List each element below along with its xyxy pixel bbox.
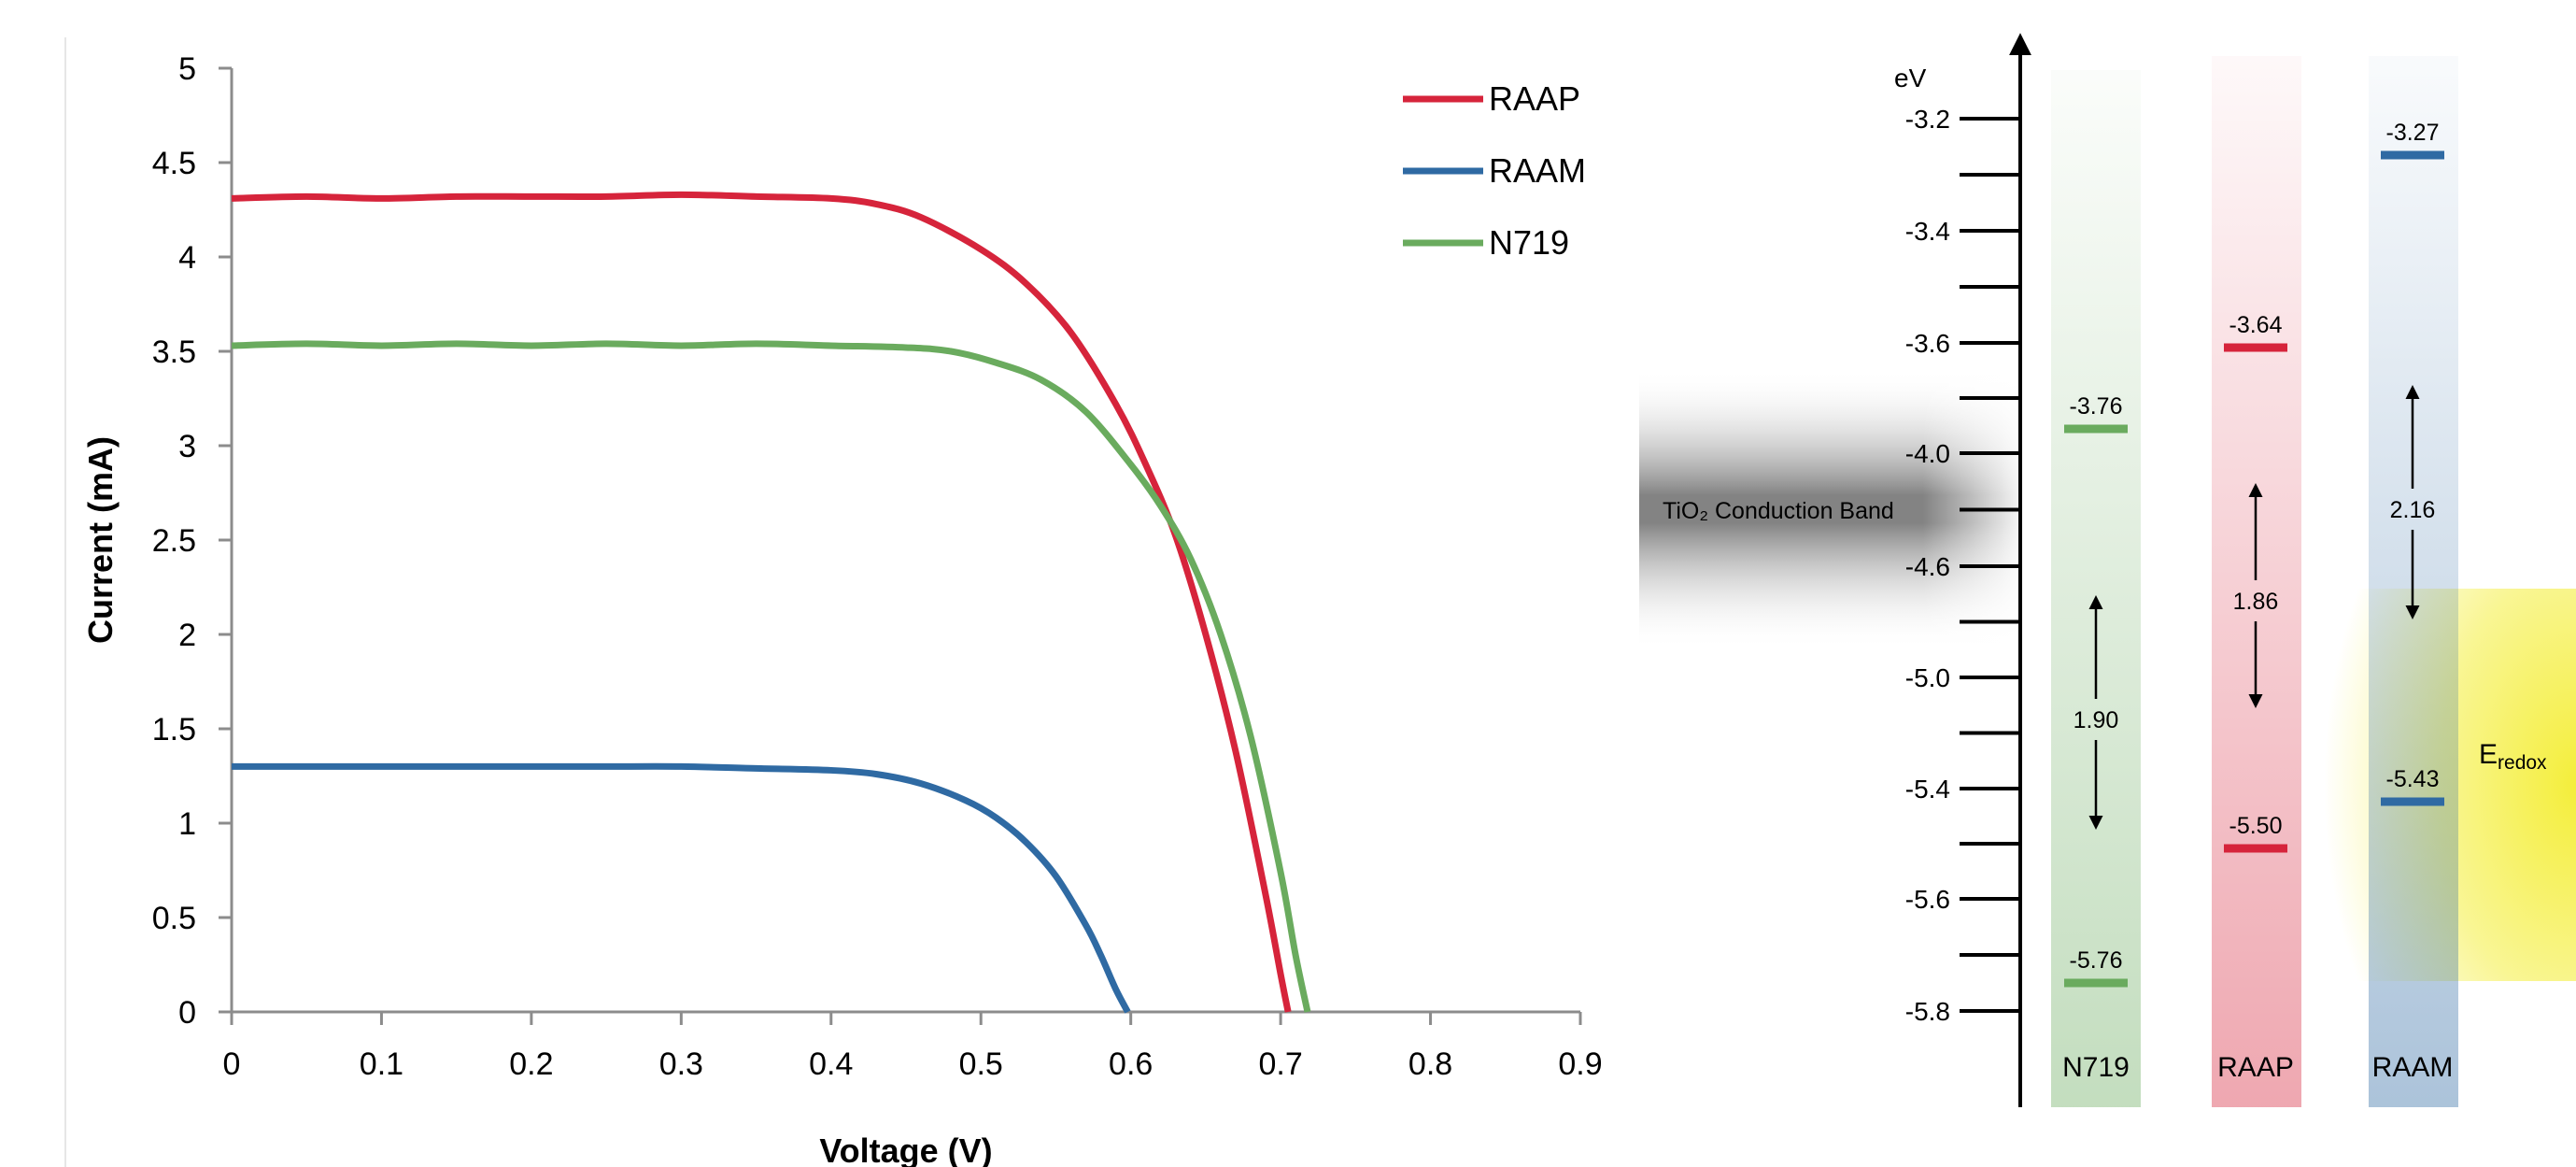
tio2-band-label: TiO₂ Conduction Band (1663, 498, 1894, 524)
energy-tick-label: -3.4 (1905, 217, 1950, 246)
iv-x-tick-label: 0.5 (959, 1046, 1003, 1082)
energy-tick-label: -5.0 (1905, 663, 1950, 692)
gap-value-raam: 2.16 (2390, 497, 2436, 523)
tio2-band-fade (1639, 369, 2017, 649)
homo-value-raam: -5.43 (2386, 766, 2440, 792)
iv-x-tick-label: 0.1 (360, 1046, 403, 1082)
iv-legend: RAAP RAAM N719 (1403, 79, 1586, 262)
energy-tick-label: -5.6 (1905, 885, 1950, 914)
energy-tick-label: -3.2 (1905, 105, 1950, 134)
dye-name-n719: N719 (2062, 1052, 2130, 1083)
energy-tick-label: -4.0 (1905, 439, 1950, 468)
redox-label-sub: redox (2498, 752, 2547, 774)
iv-chart: 0 0.5 1 1.5 2 2.5 3 3.5 4 4.5 5 0 0.1 0.2 0.3 0.4 0.5 0.… (81, 51, 1603, 1167)
homo-value-n719: -5.76 (2070, 947, 2123, 974)
dye-levels: -3.76 -5.76 1.90 N719 -3.64 -5.50 1.86 RAAP -3.2… (2062, 120, 2453, 1083)
iv-x-tick-label: 0.9 (1558, 1046, 1602, 1082)
iv-x-axis-label: Voltage (V) (819, 1131, 992, 1167)
iv-series-line-raam (232, 762, 1131, 1014)
energy-tick-label: -5.8 (1905, 997, 1950, 1026)
iv-y-tick-label: 4 (178, 240, 196, 276)
iv-x-tick-label: 0.3 (659, 1046, 703, 1082)
iv-y-tick-label: 0 (178, 995, 196, 1031)
lumo-value-raam: -3.27 (2386, 120, 2440, 146)
lumo-value-n719: -3.76 (2070, 393, 2123, 420)
energy-tick-label: -4.6 (1905, 552, 1950, 581)
energy-level-diagram: TiO₂ Conduction Band Eredox eV -3.2-3.4-… (1639, 33, 2576, 1107)
iv-y-tick-label: 1.5 (152, 712, 196, 747)
energy-tick-label: -5.4 (1905, 775, 1950, 804)
iv-y-tick-label: 2 (178, 618, 196, 653)
iv-y-tick-label: 2.5 (152, 523, 196, 559)
dye-name-raap: RAAP (2217, 1052, 2294, 1083)
homo-value-raap: -5.50 (2229, 813, 2283, 839)
redox-label: Eredox (2479, 739, 2547, 774)
iv-series-group (231, 191, 1311, 1014)
energy-axis-unit: eV (1894, 64, 1927, 93)
iv-x-tick-label: 0.2 (509, 1046, 553, 1082)
legend-label-n719: N719 (1489, 223, 1569, 262)
iv-x-tick-label: 0.8 (1408, 1046, 1452, 1082)
iv-y-axis-ticks: 0 0.5 1 1.5 2 2.5 3 3.5 4 4.5 5 (152, 51, 232, 1031)
iv-x-tick-label: 0.7 (1258, 1046, 1302, 1082)
legend-label-raam: RAAM (1489, 151, 1586, 190)
iv-x-axis-ticks: 0 0.1 0.2 0.3 0.4 0.5 0.6 0.7 0.8 0.9 (223, 1012, 1603, 1082)
iv-y-tick-label: 3.5 (152, 334, 196, 370)
iv-y-axis-label: Current (mA) (81, 436, 120, 644)
energy-tick-label: -3.6 (1905, 329, 1950, 358)
iv-x-tick-label: 0 (223, 1046, 241, 1082)
gap-value-raap: 1.86 (2233, 589, 2279, 615)
iv-y-tick-label: 5 (178, 51, 196, 87)
iv-y-tick-label: 1 (178, 806, 196, 842)
redox-label-main: E (2479, 739, 2498, 770)
iv-x-tick-label: 0.4 (809, 1046, 853, 1082)
column-raap (2212, 56, 2301, 1107)
iv-y-tick-label: 3 (178, 429, 196, 464)
iv-series-line-n719 (231, 340, 1311, 1013)
iv-y-tick-label: 4.5 (152, 146, 196, 181)
gap-value-n719: 1.90 (2074, 707, 2119, 733)
iv-x-tick-label: 0.6 (1109, 1046, 1153, 1082)
iv-y-tick-label: 0.5 (152, 901, 196, 936)
energy-axis-ticks: -3.2 -3.4 -3.6 -4.0 -4.6 -5.0 -5.4 -5.6 -5.8 (1905, 105, 2020, 1026)
legend-label-raap: RAAP (1489, 79, 1580, 118)
dye-name-raam: RAAM (2372, 1052, 2454, 1083)
lumo-value-raap: -3.64 (2229, 312, 2283, 338)
iv-series-line-raap (231, 191, 1292, 1013)
column-n719 (2051, 70, 2141, 1107)
